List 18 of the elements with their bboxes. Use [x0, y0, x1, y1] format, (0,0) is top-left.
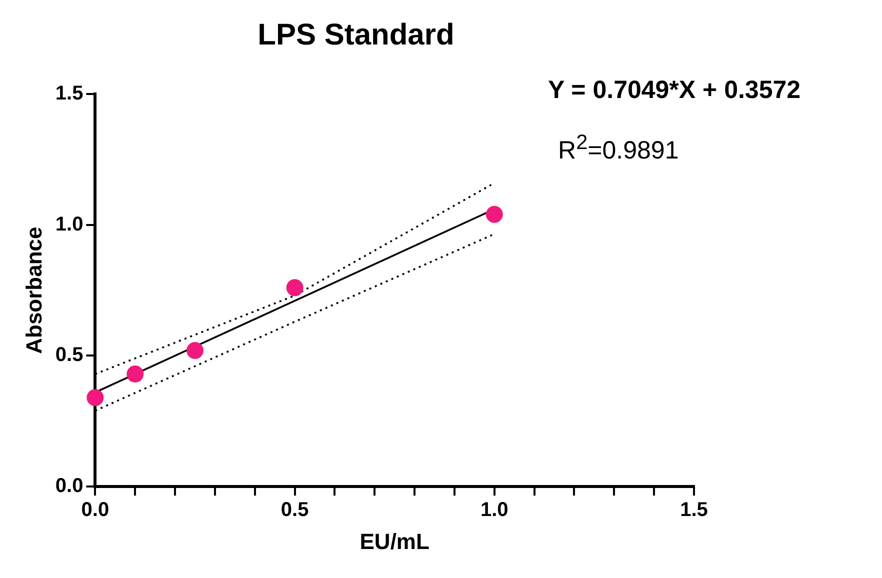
y-tick-label: 1.5: [55, 82, 84, 105]
x-tick-label: 1.5: [680, 499, 708, 522]
point: [486, 206, 503, 223]
annotation: R$^{2}$=0.9891: [558, 131, 679, 166]
point: [286, 279, 304, 296]
y-tick-label: 0.5: [55, 344, 84, 366]
x-tick-label: 0.5: [280, 499, 309, 522]
annotation: Y = 0.7049*X + 0.3572: [548, 76, 801, 105]
x-axis-title: EU/mL: [360, 528, 430, 554]
point: [126, 366, 144, 383]
point: [186, 342, 204, 359]
y-tick-label: 0.0: [55, 475, 84, 498]
y-axis-title: Absorbance: [21, 226, 46, 354]
x-tick-label: 1.0: [480, 499, 508, 522]
chart-title: LPS Standard: [258, 18, 454, 52]
x-tick-label: 0.0: [81, 499, 110, 522]
y-tick-label: 1.0: [55, 213, 84, 236]
point: [86, 389, 104, 406]
